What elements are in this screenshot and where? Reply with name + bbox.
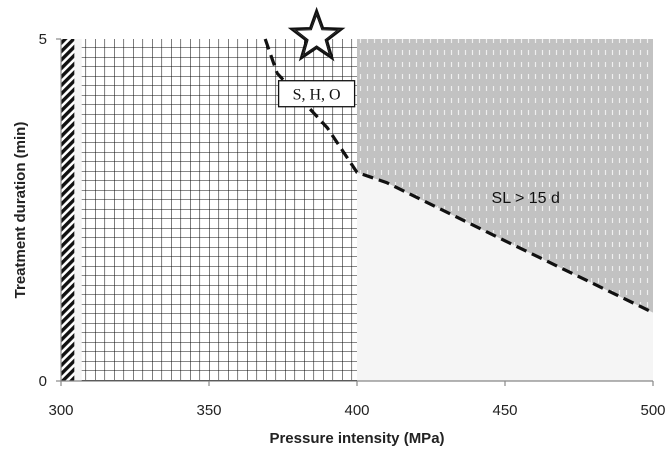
annotations: SL > 15 d S, H, O [277, 6, 560, 207]
y-tick-label: 5 [39, 31, 47, 48]
x-tick-label: 500 [640, 402, 665, 419]
y-axis-ticks: 05 [39, 31, 61, 390]
star-icon-inner [294, 13, 340, 57]
shelf-life-region [265, 39, 653, 313]
y-tick-label: 0 [39, 373, 47, 390]
region-annotation: SL > 15 d [492, 190, 560, 207]
x-tick-label: 450 [492, 402, 517, 419]
shelf-life-boundary-line [263, 38, 654, 315]
regions-layer [61, 39, 653, 381]
diagonal-hatch-region [61, 39, 75, 381]
annotation-label: S, H, O [293, 87, 341, 104]
y-axis-title: Treatment duration (min) [12, 122, 29, 299]
x-axis-title: Pressure intensity (MPa) [269, 430, 444, 447]
x-tick-label: 300 [48, 402, 73, 419]
x-tick-label: 350 [196, 402, 221, 419]
star-icon [287, 6, 346, 62]
x-axis-ticks: 300 350 400 450 500 [48, 381, 666, 419]
x-tick-label: 400 [344, 402, 369, 419]
annotation-box [277, 80, 356, 108]
